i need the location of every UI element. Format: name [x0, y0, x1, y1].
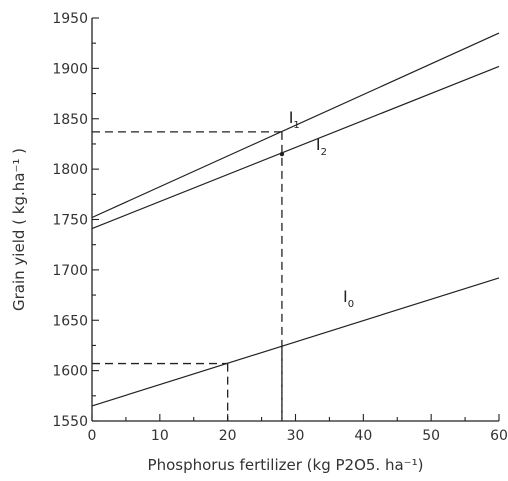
y-tick-label: 1850	[52, 112, 88, 128]
y-tick-label: 1950	[52, 11, 88, 27]
y-tick-label: 1600	[52, 364, 88, 380]
series-label-I1: I1	[289, 108, 300, 131]
x-tick-label: 20	[219, 428, 237, 444]
series-label-I2: I2	[316, 135, 327, 158]
y-tick-label: 1900	[52, 61, 88, 77]
x-tick-label: 60	[490, 428, 508, 444]
x-tick-label: 0	[88, 428, 97, 444]
x-tick-label: 10	[151, 428, 169, 444]
series-lines	[91, 32, 500, 407]
y-tick-label: 1550	[52, 414, 88, 430]
y-tick-label: 1800	[52, 162, 88, 178]
y-axis-label: Grain yield ( kg.ha⁻¹ )	[10, 148, 28, 311]
y-tick-label: 1700	[52, 263, 88, 279]
x-tick-label: 40	[354, 428, 372, 444]
axes: 1550 1600 1650 1700 1750 1800 1850 1900 1950 0 10 2…	[52, 11, 508, 444]
series-label-I0: I0	[343, 287, 354, 310]
y-tick-label: 1650	[52, 313, 88, 329]
x-axis-label: Phosphorus fertilizer (kg P2O5. ha⁻¹)	[148, 456, 424, 474]
series-line-I0	[91, 277, 500, 407]
series-line-I2	[91, 65, 500, 230]
y-tick-label: 1750	[52, 213, 88, 229]
reference-guides	[92, 131, 285, 421]
series-labels: I1 I2 I0	[289, 108, 354, 310]
series-line-I1	[91, 32, 500, 219]
x-tick-label: 50	[422, 428, 440, 444]
x-tick-label: 30	[287, 428, 305, 444]
